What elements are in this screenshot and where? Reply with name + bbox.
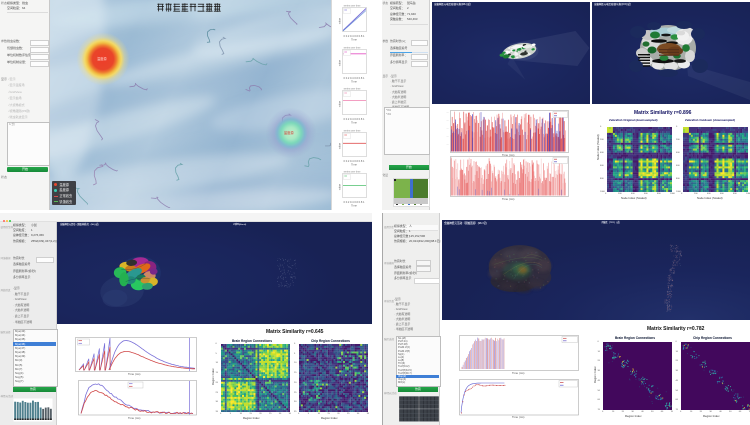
- svg-text:value: value: [337, 17, 341, 24]
- svg-text:value: value: [337, 183, 341, 190]
- svg-text:0 0.2 0.4 0.6 0.8 1: 0 0.2 0.4 0.6 0.8 1: [344, 76, 365, 80]
- svg-text:series over time: series over time: [344, 129, 362, 132]
- svg-text:Time: Time: [351, 162, 357, 166]
- svg-text:Time: Time: [351, 121, 357, 125]
- svg-text:0 0.2 0.4 0.6 0.8 1: 0 0.2 0.4 0.6 0.8 1: [344, 159, 365, 163]
- svg-text:value: value: [337, 100, 341, 107]
- svg-text:0 0.2 0.4 0.6 0.8 1: 0 0.2 0.4 0.6 0.8 1: [344, 34, 365, 38]
- svg-text:Time: Time: [351, 79, 357, 83]
- svg-text:Time: Time: [351, 38, 357, 42]
- svg-text:Time: Time: [351, 204, 357, 208]
- svg-text:series over time: series over time: [344, 4, 362, 7]
- svg-text:value: value: [337, 59, 341, 66]
- svg-text:series over time: series over time: [344, 46, 362, 49]
- svg-text:0 0.2 0.4 0.6 0.8 1: 0 0.2 0.4 0.6 0.8 1: [344, 200, 365, 204]
- svg-text:series over time: series over time: [344, 87, 362, 90]
- svg-text:series over time: series over time: [344, 170, 362, 173]
- svg-text:0 0.2 0.4 0.6 0.8 1: 0 0.2 0.4 0.6 0.8 1: [344, 117, 365, 121]
- svg-text:value: value: [337, 142, 341, 149]
